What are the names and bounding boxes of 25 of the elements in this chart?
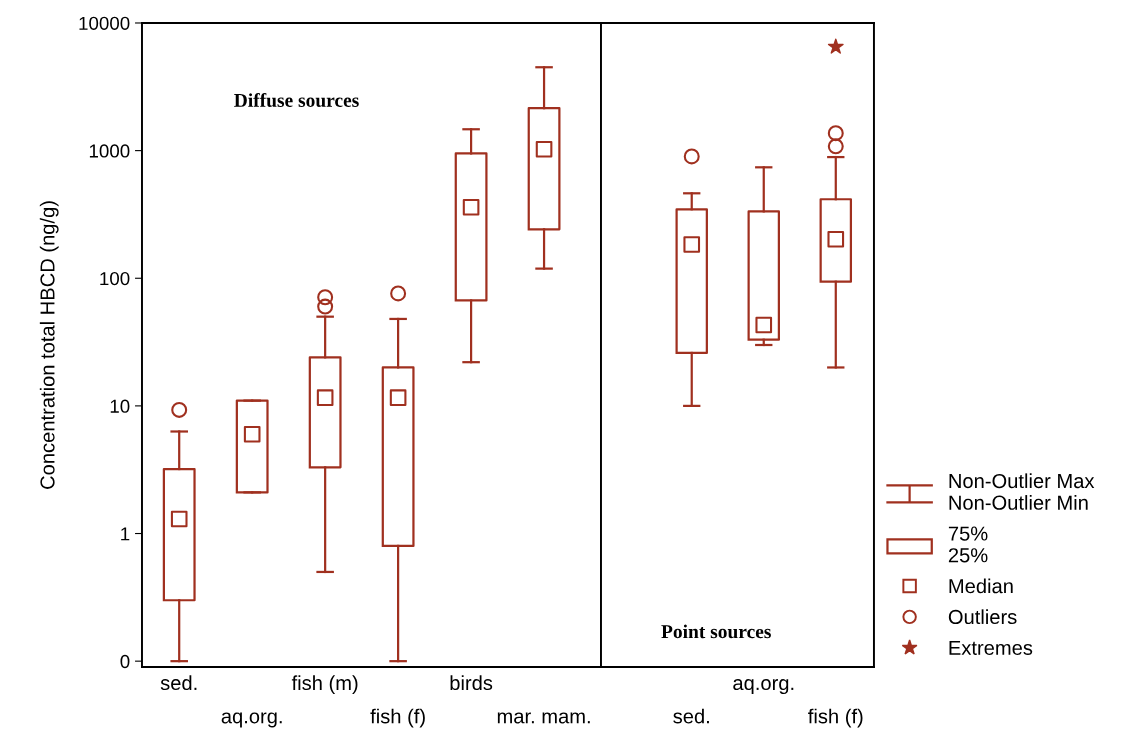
x-tick-label: fish (f) <box>370 708 425 728</box>
text: Non-Outlier Max <box>949 473 1095 489</box>
annotation: Diffuse sources <box>234 93 359 107</box>
text: Median <box>949 578 1013 594</box>
x-tick-label: aq.org. <box>733 679 794 695</box>
text: 75% <box>948 526 988 541</box>
y-axis-title: Concentration total HBCD (ng/g) <box>39 201 59 489</box>
x-tick-label: mar. mam. <box>497 712 590 724</box>
x-tick-label: fish (m) <box>291 675 358 695</box>
x-tick-label: aq.org. <box>221 712 282 728</box>
x-tick-label: sed. <box>673 708 709 724</box>
y-tick-label: 1000 <box>89 144 130 158</box>
y-tick-label: 10000 <box>79 16 130 30</box>
text: Outliers <box>948 609 1017 625</box>
annotation: Point sources <box>661 624 771 639</box>
x-tick-label: birds <box>450 675 493 691</box>
y-tick-label: 100 <box>100 271 130 286</box>
y-tick-label: 1 <box>121 527 130 541</box>
x-tick-label: fish (f) <box>808 708 863 728</box>
x-tick-label: sed. <box>160 675 197 691</box>
legend-label: Extremes <box>949 640 1033 655</box>
text: Non-Outlier Min <box>949 495 1088 510</box>
y-tick-label: 0 <box>120 654 130 669</box>
text: 25% <box>948 548 988 563</box>
y-tick-label: 10 <box>110 399 130 413</box>
